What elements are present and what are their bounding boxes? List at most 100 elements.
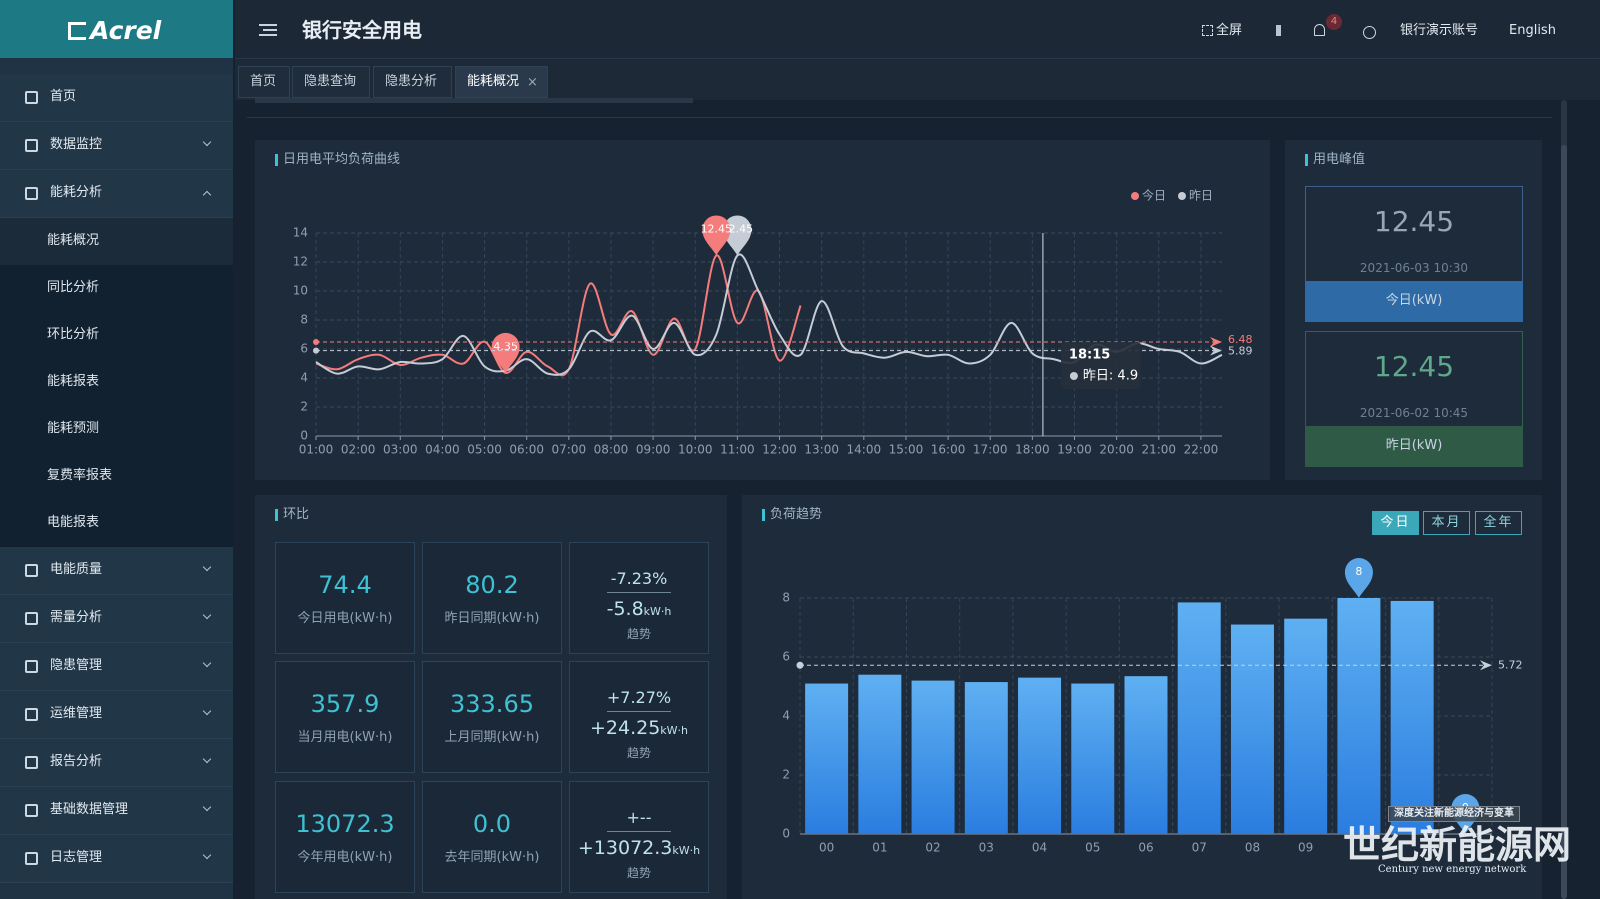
range-button[interactable]: 今日: [1372, 511, 1419, 535]
bar: [1390, 600, 1434, 834]
menu-row[interactable]: [0, 547, 233, 595]
menu-row[interactable]: [0, 691, 233, 739]
x-tick-label: 07:00: [552, 443, 587, 457]
trend-diff-unit: kW·h: [672, 844, 701, 857]
line-series: [315, 254, 802, 377]
submenu-row[interactable]: [0, 453, 233, 500]
peak-footer: [1305, 281, 1523, 322]
ratio-value: 74.4: [318, 571, 372, 599]
x-tick-label: 01: [872, 841, 887, 855]
menu-label: 报告分析: [50, 754, 103, 769]
menu-row[interactable]: [0, 170, 233, 218]
average-arrow: [1210, 337, 1222, 348]
submenu-label: 复费率报表: [47, 468, 113, 483]
mark-pin-label: 8: [1355, 565, 1362, 578]
trend-percent: +--: [626, 808, 652, 827]
language[interactable]: English: [1509, 23, 1556, 38]
tooltip-box: [1060, 342, 1141, 389]
tab-close[interactable]: ×: [527, 75, 538, 90]
menu-label: 首页: [50, 89, 77, 104]
submenu-row[interactable]: [0, 406, 233, 453]
y-tick-label: 4: [782, 709, 790, 723]
bell-icon[interactable]: [1314, 24, 1325, 36]
tooltip-dot: [1069, 372, 1078, 380]
menu-row[interactable]: [0, 835, 233, 883]
menu-toggle[interactable]: [259, 24, 277, 36]
x-tick-label: 13:00: [804, 443, 839, 457]
panel-title: 日用电平均负荷曲线: [283, 152, 401, 167]
y-tick-label: 4: [300, 371, 308, 385]
ratio-cell: [422, 542, 562, 654]
watermark-title: 世纪新能源网: [1343, 822, 1572, 867]
submenu-label: 能耗预测: [47, 421, 100, 436]
x-tick-label: 05: [1085, 841, 1100, 855]
menu-icon: [25, 139, 38, 152]
menu-icon: [25, 612, 38, 625]
mark-pin: [1344, 558, 1373, 598]
y-tick-label: 0: [300, 429, 308, 443]
tab-label[interactable]: 隐患查询: [304, 74, 357, 89]
logo: Acrel: [90, 16, 162, 45]
submenu-row[interactable]: [0, 312, 233, 359]
help-icon[interactable]: [1363, 26, 1376, 39]
x-tick-label: 18:00: [1015, 443, 1050, 457]
bar: [1337, 598, 1381, 834]
menu-row[interactable]: [0, 74, 233, 122]
tab[interactable]: [455, 66, 548, 98]
menu-toggle-mid: [263, 29, 277, 31]
menu-row[interactable]: [0, 739, 233, 787]
mark-pin-label: 12.45: [701, 222, 733, 235]
trend-diff-unit: kW·h: [643, 605, 672, 618]
peak-value: 12.45: [1373, 205, 1455, 238]
tab-label[interactable]: 首页: [250, 74, 277, 89]
average-start: [313, 339, 319, 346]
menu-row[interactable]: [0, 643, 233, 691]
account[interactable]: 银行演示账号: [1400, 23, 1479, 38]
tab[interactable]: [238, 66, 290, 98]
ratio-label: 去年同期(kW·h): [444, 850, 540, 865]
x-tick-label: 07: [1192, 841, 1207, 855]
bar: [858, 674, 902, 834]
fullscreen[interactable]: 全屏: [1216, 23, 1243, 38]
tab[interactable]: [292, 66, 370, 98]
mark-pin: [723, 215, 752, 256]
range-button[interactable]: 全年: [1475, 511, 1522, 535]
panel-title: 负荷趋势: [770, 507, 823, 522]
ratio-value: 0.0: [472, 810, 512, 838]
menu-row[interactable]: [0, 787, 233, 835]
menu-label: 数据监控: [50, 137, 103, 152]
x-tick-label: 22:00: [1184, 443, 1219, 457]
panel-title-bar: [275, 509, 278, 521]
tab-label[interactable]: 隐患分析: [385, 74, 438, 89]
x-tick-label: 04:00: [425, 443, 460, 457]
mute-icon[interactable]: [1276, 25, 1284, 36]
bar: [1284, 618, 1328, 834]
average-label: 5.89: [1228, 345, 1253, 358]
menu-icon: [25, 708, 38, 721]
ratio-cell: [275, 781, 415, 893]
menu-label: 能耗分析: [50, 185, 103, 200]
submenu-row[interactable]: [0, 359, 233, 406]
tab-label[interactable]: 能耗概况: [467, 74, 520, 89]
menu-row[interactable]: [0, 595, 233, 643]
trend-rule: [607, 831, 671, 832]
submenu-label: 能耗概况: [47, 233, 100, 248]
x-tick-label: 03:00: [383, 443, 418, 457]
submenu-row[interactable]: [0, 265, 233, 312]
submenu-row[interactable]: [0, 218, 233, 265]
ratio-value: 333.65: [450, 690, 534, 718]
x-tick-label: 15:00: [889, 443, 924, 457]
scrollbar-thumb: [1561, 145, 1567, 899]
tab[interactable]: [373, 66, 452, 98]
x-tick-label: 04: [1032, 841, 1047, 855]
ratio-cell: [569, 661, 709, 773]
x-tick-label: 03: [979, 841, 994, 855]
menu-label: 需量分析: [50, 610, 103, 625]
trend-diff: +24.25kW·h: [569, 717, 709, 742]
submenu-row[interactable]: [0, 500, 233, 547]
trend-label: 趋势: [626, 627, 651, 641]
x-tick-label: 01:00: [299, 443, 334, 457]
menu-row[interactable]: [0, 122, 233, 170]
range-button[interactable]: 本月: [1423, 511, 1470, 535]
menu-icon: [25, 660, 38, 673]
